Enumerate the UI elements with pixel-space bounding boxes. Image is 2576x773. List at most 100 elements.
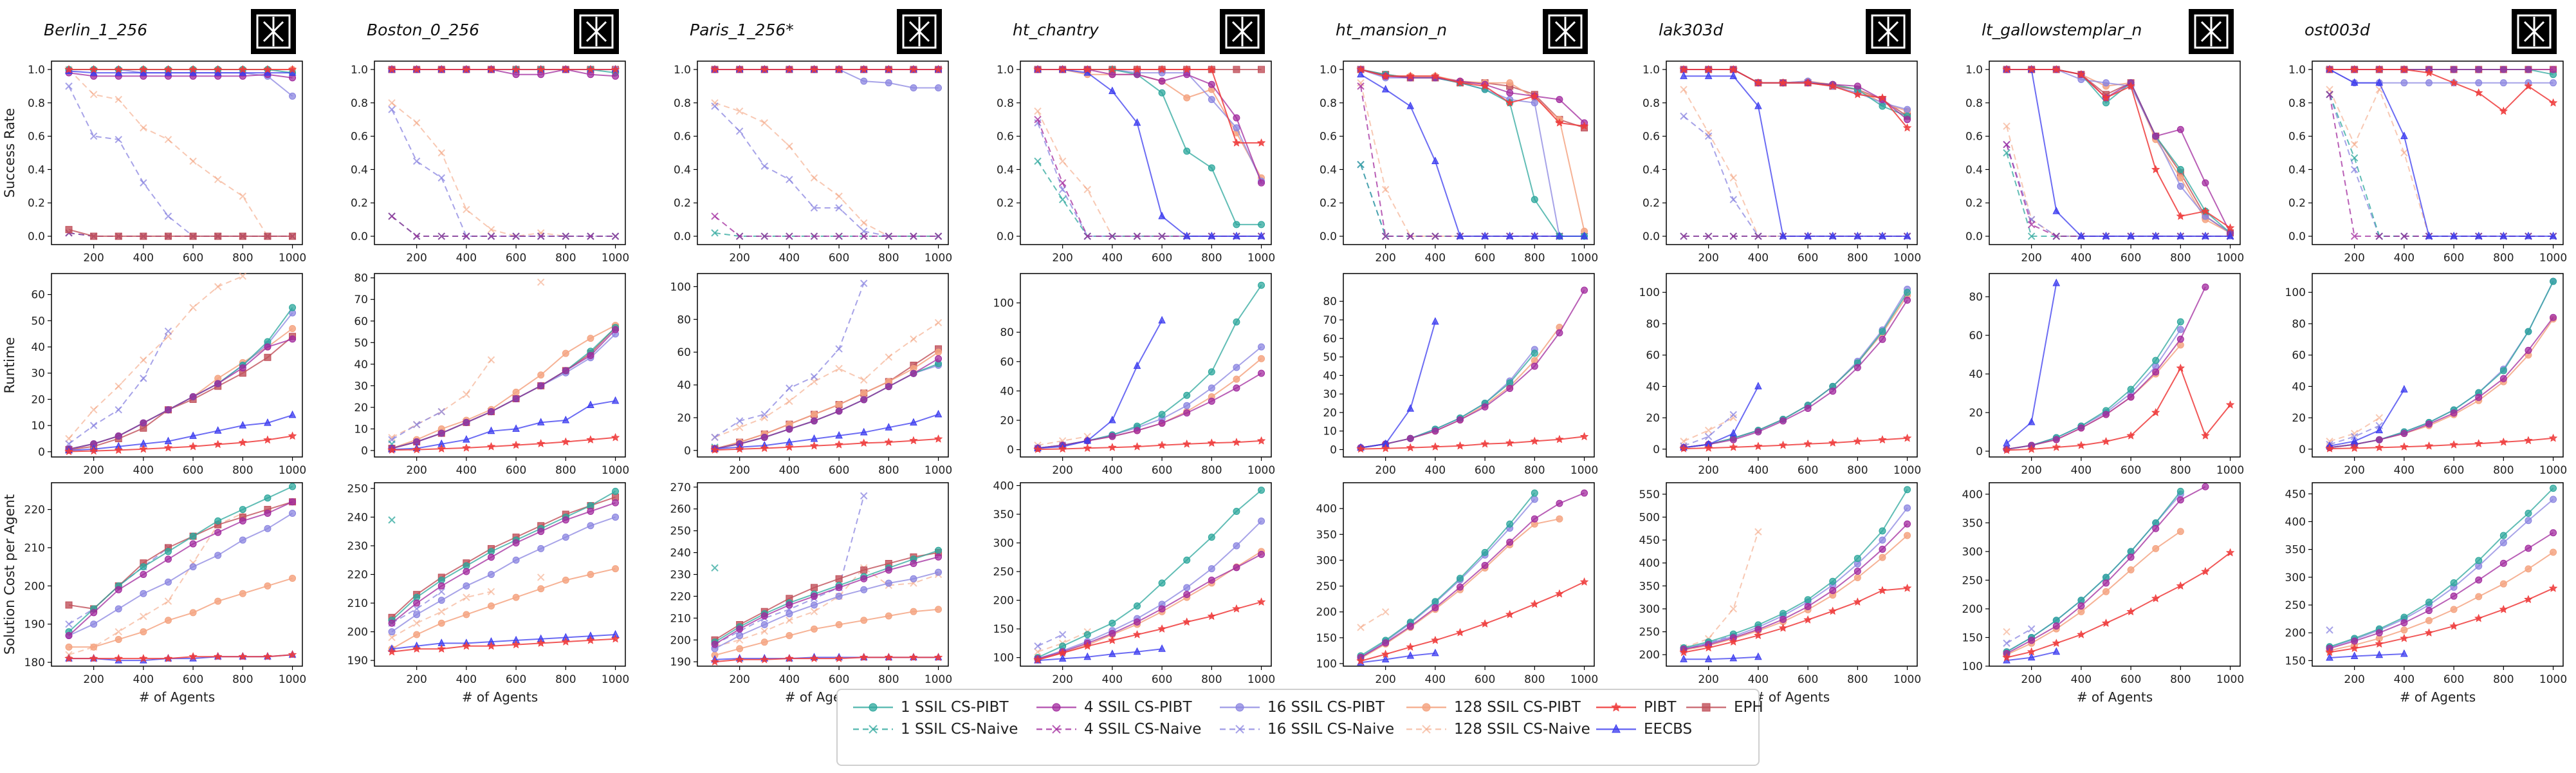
data-point (2052, 278, 2061, 286)
data-point (1208, 80, 1215, 88)
data-point (2425, 599, 2433, 606)
data-point (388, 212, 396, 220)
x-tick-label: 400 (133, 673, 154, 686)
thumbnail-wall (908, 17, 930, 46)
data-point (2475, 593, 2483, 601)
data-point (1406, 642, 1415, 651)
data-point (437, 64, 446, 73)
data-point (2027, 221, 2036, 228)
series-s4p (388, 499, 620, 627)
data-point (885, 232, 893, 240)
x-tick-label: 400 (2071, 252, 2092, 265)
data-point (1679, 647, 1688, 657)
data-point (587, 232, 594, 240)
data-point (909, 436, 918, 445)
x-tick-label: 400 (1748, 464, 1769, 477)
y-tick-label: 20 (677, 412, 691, 425)
subplot: 200 400 600 800 1000 190 200 210 220 230 240 250 260… (670, 481, 953, 705)
data-point (1109, 629, 1116, 637)
data-point (115, 406, 122, 414)
y-tick-label: 550 (1639, 489, 1660, 501)
data-point (1612, 723, 1621, 733)
series-line (391, 638, 616, 653)
data-point (735, 655, 744, 664)
data-point (2176, 487, 2184, 495)
data-point (2201, 431, 2210, 440)
data-point (1422, 725, 1431, 734)
data-point (1779, 610, 1787, 617)
data-point (561, 637, 570, 646)
x-tick-label: 600 (1475, 673, 1495, 686)
data-point (1208, 231, 1216, 239)
plot-frame (374, 273, 626, 458)
series-line (391, 400, 616, 451)
data-point (810, 417, 818, 425)
series-line (68, 512, 293, 637)
data-point (1828, 606, 1837, 615)
data-point (115, 635, 122, 643)
y-tick-label: 240 (670, 547, 691, 560)
x-tick-label: 600 (829, 252, 849, 265)
data-point (1109, 433, 1116, 440)
y-tick-label: 20 (2292, 412, 2306, 425)
data-point (2350, 232, 2359, 240)
y-tick-label: 100 (1962, 660, 1983, 673)
data-point (885, 579, 892, 587)
data-point (611, 64, 620, 73)
y-tick-label: 450 (2285, 488, 2306, 501)
x-tick-label: 800 (1201, 464, 1222, 477)
data-point (1381, 655, 1390, 663)
x-axis-label: # of Agents (2400, 689, 2476, 705)
data-point (487, 554, 495, 561)
data-point (562, 534, 569, 541)
y-tick-label: 1.0 (28, 64, 45, 77)
series-line (2329, 389, 2405, 447)
data-point (511, 64, 520, 73)
x-tick-label: 800 (555, 252, 576, 265)
data-point (860, 279, 868, 287)
data-point (910, 369, 917, 377)
y-tick-label: 0.0 (1320, 230, 1337, 243)
y-tick-label: 0 (684, 445, 691, 458)
x-tick-label: 800 (1847, 673, 1868, 686)
series-eecbs (388, 629, 620, 652)
data-point (1555, 118, 1564, 127)
data-point (1357, 160, 1365, 169)
data-point (1233, 66, 1240, 73)
data-point (2052, 64, 2061, 73)
data-point (2499, 367, 2507, 375)
data-point (264, 418, 271, 426)
thumbnail-wall (1554, 17, 1576, 46)
x-tick-label: 800 (1847, 464, 1868, 477)
data-point (1879, 231, 1886, 239)
series-line (1360, 611, 1386, 628)
data-point (869, 725, 878, 734)
y-tick-label: 100 (993, 297, 1014, 310)
y-tick-label: 350 (993, 508, 1014, 521)
data-point (1034, 157, 1042, 165)
data-point (809, 64, 819, 73)
x-tick-label: 1000 (2216, 252, 2244, 265)
x-tick-label: 600 (506, 673, 526, 686)
data-point (2550, 485, 2557, 492)
y-tick-label: 200 (1316, 606, 1337, 619)
y-tick-label: 210 (347, 597, 368, 610)
data-point (885, 612, 892, 620)
y-tick-label: 220 (670, 590, 691, 603)
y-tick-label: 0.6 (351, 131, 368, 144)
data-point (289, 304, 297, 312)
x-tick-label: 600 (1152, 673, 1172, 686)
data-point (1902, 433, 1912, 442)
data-point (214, 440, 223, 449)
data-point (810, 232, 818, 240)
data-point (537, 545, 545, 552)
y-tick-label: 0 (2299, 443, 2306, 456)
data-point (289, 232, 297, 240)
x-tick-label: 400 (1425, 673, 1446, 686)
data-point (810, 584, 818, 591)
y-tick-label: 240 (347, 511, 368, 524)
y-tick-label: 0.0 (997, 230, 1014, 243)
x-tick-label: 600 (2443, 252, 2464, 265)
data-point (2525, 231, 2532, 239)
